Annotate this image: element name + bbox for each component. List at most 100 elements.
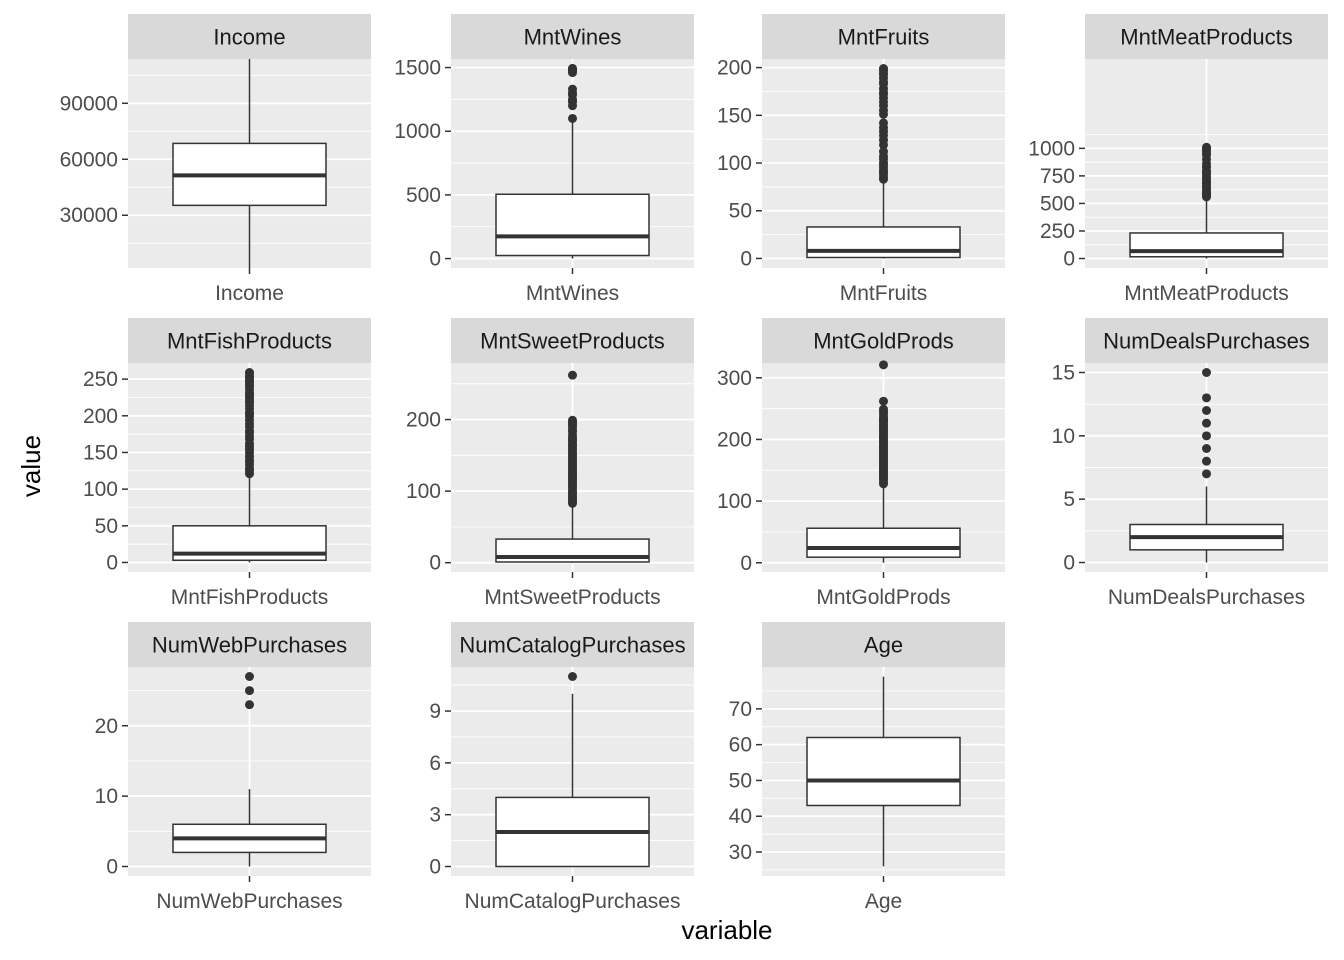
x-tick-label: MntSweetProducts	[484, 586, 660, 609]
strip-mntwines	[451, 14, 694, 59]
strip-numdealspurchases	[1085, 318, 1328, 363]
outlier-point	[1202, 431, 1211, 441]
outlier-point	[568, 63, 577, 73]
outlier-point	[1202, 393, 1211, 403]
y-tick-label: 300	[717, 367, 752, 390]
y-tick-label: 50	[729, 200, 752, 223]
y-tick-label: 50	[729, 769, 752, 792]
y-tick-label: 500	[406, 184, 441, 207]
strip-mntgoldprods	[762, 318, 1005, 363]
strip-label: Income	[213, 25, 285, 50]
panel-numdealspurchases: NumDealsPurchases 0 5 10 15 NumDealsPurchases	[1052, 318, 1328, 609]
outlier-point	[1202, 469, 1211, 479]
panel-age: Age 30 40 50 60 70 Age	[729, 622, 1005, 913]
strip-label: NumWebPurchases	[152, 633, 347, 658]
panel-mntgoldprods: MntGoldProds 0 100 200 300 MntGoldProds	[717, 318, 1005, 609]
y-axis-title: value	[16, 435, 46, 497]
x-axis-title: variable	[681, 915, 772, 945]
y-tick-label: 6	[429, 752, 441, 775]
strip-label: MntWines	[524, 25, 622, 50]
y-tick-label: 9	[429, 700, 441, 723]
y-tick-label: 50	[95, 515, 118, 538]
outlier-point	[879, 64, 888, 74]
strip-label: MntGoldProds	[813, 329, 954, 354]
outlier-point	[1202, 406, 1211, 415]
y-tick-label: 0	[429, 856, 441, 879]
x-tick-label: NumDealsPurchases	[1108, 586, 1305, 609]
x-tick-label: NumWebPurchases	[156, 890, 342, 913]
x-tick-label: MntFishProducts	[171, 586, 329, 609]
x-tick-label: MntWines	[526, 282, 619, 305]
y-tick-label: 30	[729, 841, 752, 864]
panel-mntfishproducts: MntFishProducts 0 50 100 150 200 250 MntFishPro…	[83, 318, 371, 609]
strip-age	[762, 622, 1005, 667]
y-tick-label: 60000	[60, 148, 118, 171]
y-tick-label: 0	[429, 552, 441, 575]
y-tick-label: 70	[729, 698, 752, 721]
y-tick-label: 3	[429, 804, 441, 827]
y-tick-label: 20	[95, 715, 118, 738]
y-tick-label: 500	[1040, 192, 1075, 215]
strip-numcatalogpurchases	[451, 622, 694, 667]
y-tick-label: 1000	[1028, 137, 1075, 160]
outlier-point	[879, 396, 888, 406]
strip-mntmeatproducts	[1085, 14, 1328, 59]
y-tick-label: 0	[429, 248, 441, 271]
y-tick-label: 200	[406, 409, 441, 432]
y-tick-label: 5	[1063, 488, 1075, 511]
panel-mntwines: MntWines 0 500 1000 1500 MntWines	[394, 14, 694, 305]
x-tick-label: NumCatalogPurchases	[465, 890, 681, 913]
outlier-point	[568, 672, 577, 681]
y-tick-label: 10	[1052, 425, 1075, 448]
strip-label: MntFishProducts	[167, 329, 332, 354]
y-tick-label: 200	[717, 57, 752, 80]
strip-label: MntFruits	[838, 25, 930, 50]
y-tick-label: 1000	[394, 120, 441, 143]
outlier-point	[245, 672, 254, 681]
y-tick-label: 100	[717, 490, 752, 513]
iqr-box	[495, 193, 650, 257]
outlier-point	[568, 370, 577, 380]
outlier-point	[568, 113, 577, 123]
y-tick-label: 200	[717, 428, 752, 451]
outlier-point	[879, 404, 888, 414]
panel-mntsweetproducts: MntSweetProducts 0 100 200 MntSweetProducts	[406, 318, 694, 609]
panel-income: Income 30000 60000 90000 Income	[60, 14, 371, 305]
outlier-point	[568, 84, 577, 94]
y-tick-label: 150	[717, 104, 752, 127]
y-tick-label: 750	[1040, 165, 1075, 188]
x-tick-label: MntMeatProducts	[1124, 282, 1289, 305]
outlier-point	[568, 415, 577, 425]
y-tick-label: 0	[106, 551, 118, 574]
x-tick-label: MntFruits	[840, 282, 928, 305]
strip-mntfishproducts	[128, 318, 371, 363]
strip-mntfruits	[762, 14, 1005, 59]
y-tick-label: 250	[1040, 220, 1075, 243]
strip-income	[128, 14, 371, 59]
y-tick-label: 10	[95, 785, 118, 808]
facet-panels: Income300006000090000IncomeMntWines05001…	[60, 14, 1328, 913]
y-tick-label: 30000	[60, 204, 118, 227]
y-tick-label: 60	[729, 734, 752, 757]
outlier-point	[1202, 142, 1211, 152]
y-tick-label: 0	[106, 856, 118, 879]
iqr-box	[1129, 232, 1284, 258]
iqr-box	[806, 736, 961, 807]
y-tick-label: 1500	[394, 57, 441, 80]
outlier-point	[1202, 444, 1211, 453]
y-tick-label: 0	[740, 247, 752, 270]
y-tick-label: 250	[83, 368, 118, 391]
outlier-point	[879, 360, 888, 370]
x-tick-label: Age	[865, 890, 902, 913]
strip-label: MntSweetProducts	[480, 329, 665, 354]
y-tick-label: 0	[740, 552, 752, 575]
outlier-point	[245, 686, 254, 696]
outlier-point	[1202, 418, 1211, 428]
x-tick-label: Income	[215, 282, 284, 305]
y-tick-label: 100	[406, 480, 441, 503]
y-tick-label: 150	[83, 441, 118, 464]
y-tick-label: 90000	[60, 92, 118, 115]
y-tick-label: 15	[1052, 362, 1075, 385]
panel-numcatalogpurchases: NumCatalogPurchases 0 3 6 9 NumCatalogPurchas…	[429, 622, 694, 913]
